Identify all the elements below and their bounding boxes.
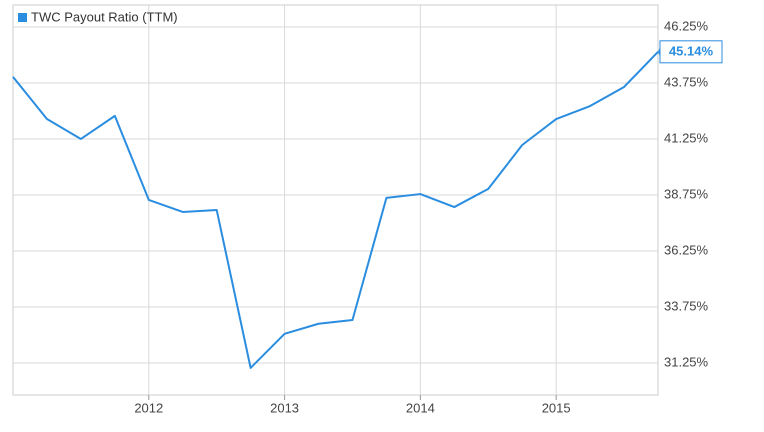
y-tick-label: 43.75% bbox=[664, 74, 709, 89]
x-tick-label: 2012 bbox=[134, 400, 163, 415]
y-tick-label: 36.25% bbox=[664, 242, 709, 257]
legend-label: TWC Payout Ratio (TTM) bbox=[31, 9, 178, 24]
y-tick-label: 46.25% bbox=[664, 18, 709, 33]
line bbox=[12, 51, 659, 369]
x-tick-label: 2014 bbox=[406, 400, 435, 415]
y-tick-label: 31.25% bbox=[664, 354, 709, 369]
y-tick-label: 41.25% bbox=[664, 130, 709, 145]
legend-swatch bbox=[18, 13, 27, 22]
y-tick-label: 38.75% bbox=[664, 186, 709, 201]
value-label: 45.14% bbox=[669, 43, 714, 58]
x-tick-label: 2013 bbox=[270, 400, 299, 415]
x-tick-label: 2015 bbox=[542, 400, 571, 415]
plot-area bbox=[12, 4, 659, 396]
value-label-pointer bbox=[658, 46, 660, 57]
y-tick-label: 33.75% bbox=[664, 298, 709, 313]
